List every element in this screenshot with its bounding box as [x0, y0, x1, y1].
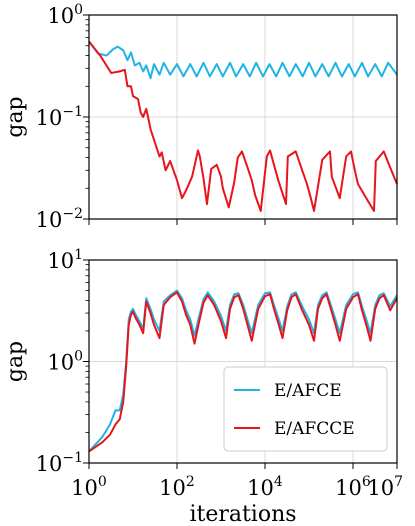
y-axis-label: gap [3, 96, 28, 137]
y-tick-label: 100 [47, 2, 83, 28]
y-tick-label: 10−1 [36, 104, 83, 130]
legend: E/AFCE E/AFCCE [223, 366, 388, 452]
legend-label: E/AFCCE [274, 419, 355, 439]
series-line-e-afce [88, 289, 398, 453]
series-line-e-afcce [88, 291, 398, 453]
y-tick-label: 100 [47, 349, 83, 375]
x-tick-label: 102 [159, 474, 195, 500]
y-tick-label: 101 [47, 247, 83, 273]
x-tick-label: 107 [367, 474, 403, 500]
y-axis-label: gap [3, 341, 28, 382]
x-tick-label: 100 [71, 474, 107, 500]
legend-box [223, 366, 388, 452]
panel-top: 10−2 10−1 100 gap [3, 2, 398, 232]
y-tick-label: 10−2 [36, 206, 83, 232]
legend-label: E/AFCE [274, 381, 342, 401]
x-axis-label: iterations [189, 502, 296, 526]
series-line-e-afce [88, 40, 398, 80]
x-tick-label: 106 [335, 474, 371, 500]
series-line-e-afcce [88, 40, 398, 212]
y-tick-label: 10−1 [36, 450, 83, 476]
x-tick-label: 104 [247, 474, 283, 500]
